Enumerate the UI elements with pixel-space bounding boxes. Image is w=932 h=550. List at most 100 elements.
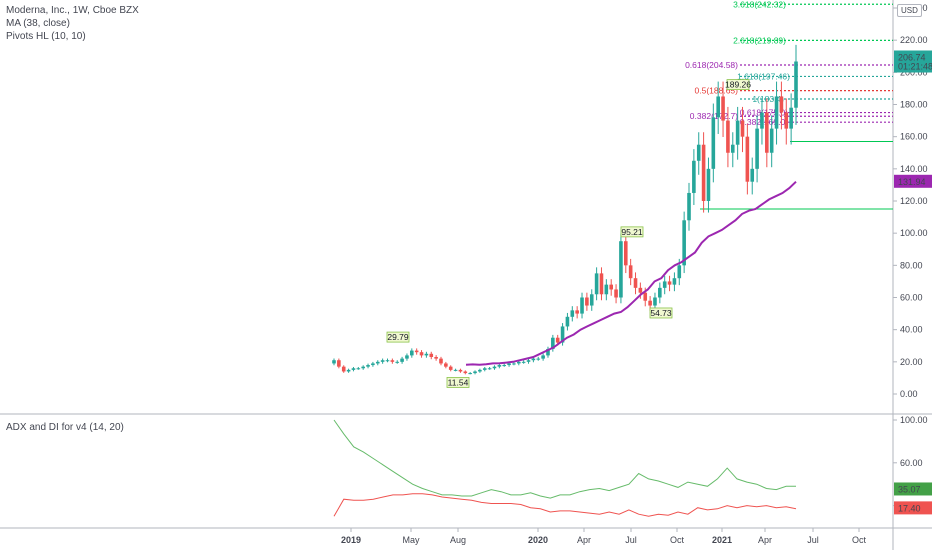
candle-body [730,144,735,153]
time-tick-label: 2021 [712,535,732,545]
candle-body [512,363,516,365]
last-price-tag: 206.74 [898,52,926,62]
candle-body [745,136,750,182]
horizontal-lines [700,140,893,210]
candle-body [614,289,618,298]
plus-di-tag-box [894,482,932,496]
candle-body [672,278,677,285]
pivot-label-box [620,226,644,238]
candle-body [740,120,745,137]
price-tick-label: 180.00 [900,100,928,110]
price-tick-label: 100.00 [900,228,928,238]
time-axis[interactable]: 2019 May Aug 2020 Apr Jul Oct 2021 Apr Jul Oct [341,528,867,545]
candle-body [536,358,541,360]
candle-body [721,96,725,121]
candle-body [424,353,429,356]
candle-body [390,360,395,362]
candle-body [375,361,380,364]
candle-body [434,357,438,359]
pivot-labels: 29.79 11.54 95.21 54.73 189.26 [386,79,751,388]
candle-body [623,241,628,266]
price-tick-label: 20.00 [900,357,923,367]
candle-body [492,366,497,369]
minus-di-tag-box [894,501,932,515]
time-tick-label: May [402,535,420,545]
candle-body [750,168,755,182]
candle-body [555,337,560,343]
candle-body [351,368,356,370]
adx-legend: ADX and DI for v4 (14, 20) [6,421,124,434]
plus-di-line [333,419,796,499]
adx-tick-label: 60.00 [900,458,923,468]
candle-body [716,96,720,118]
candle-body [677,265,682,279]
fib-label: 3.618(242.32) [733,0,786,9]
candle-body [400,358,404,362]
candle-body [784,112,789,129]
candle-body [473,371,477,374]
main-legend: Moderna, Inc., 1W, Cboe BZX MA (38, clos… [6,4,139,43]
pivot-label-box [649,307,673,319]
candle-body [448,366,453,370]
candle-body [692,160,696,193]
fib-label: 1(183.4) [752,94,784,104]
candle-body [410,350,414,356]
fib-label: 0.5(188.65) [695,86,739,96]
candle-body [594,273,599,295]
candle-body [502,365,507,367]
candle-body [356,368,361,370]
candle-body [779,96,784,113]
fib-label: 0.618(204.58) [685,60,738,70]
candle-body [628,265,633,279]
candle-body [589,294,594,306]
candle-body [385,360,390,362]
candle-body [405,355,409,359]
candle-body [429,353,434,358]
candle-body [444,363,448,367]
candle-body [696,144,701,161]
legend-title: Moderna, Inc., 1W, Cboe BZX [6,5,139,16]
candle-body [463,371,468,374]
candle-body [439,358,443,364]
candle-body [643,292,648,301]
candle-body [687,192,691,221]
candle-body [414,350,419,353]
candle-body [526,360,531,362]
candle-body [458,369,463,372]
minus-di-tag: 17.40 [898,503,921,513]
pivot-label-box [726,79,750,91]
legend-adx: ADX and DI for v4 (14, 20) [6,422,124,433]
time-tick-label: Apr [577,535,591,545]
candle-body [337,360,341,367]
time-tick-label: Jul [625,535,637,545]
candle-body [570,310,575,317]
candle-body [487,368,492,370]
candle-body [701,144,706,201]
candle-body [575,310,579,314]
price-tick-label: 140.00 [900,164,928,174]
candle-body [604,284,609,295]
price-tick-label: 120.00 [900,196,928,206]
fib-label: 0.382(172.7) [690,111,738,121]
candle-body [648,300,652,306]
time-tick-label: Oct [852,535,867,545]
candle-body [789,107,793,129]
candle-body [419,352,424,356]
ma-price-tag: 131.94 [898,177,926,187]
candle-body [366,365,370,367]
last-price-tag-countdown: 01:21:48 [898,61,932,71]
candle-body [755,128,759,169]
pivot-label-box [446,377,470,388]
time-tick-label: 2020 [528,535,548,545]
time-tick-label: Oct [670,535,685,545]
fib-label: 0.618(175.0) [740,108,788,118]
candle-body [580,297,584,314]
adx-tick-label: 100.00 [900,415,928,425]
candle-body [560,326,565,343]
candle-body [371,363,375,366]
candle-body [658,287,662,298]
currency-button[interactable]: USD [897,4,922,17]
price-tick-label: 220.00 [900,35,928,45]
